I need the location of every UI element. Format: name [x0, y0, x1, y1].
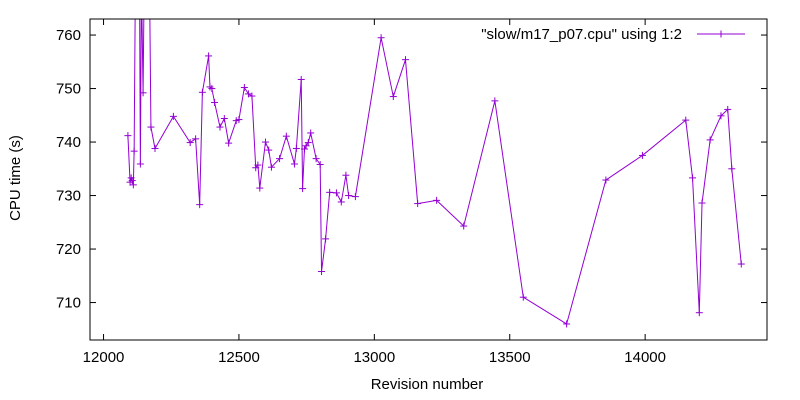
y-tick-label: 720 — [56, 241, 81, 258]
data-point — [638, 151, 646, 159]
data-point — [290, 160, 298, 168]
data-point — [717, 112, 725, 120]
data-point — [297, 75, 305, 83]
plot-border — [89, 18, 768, 341]
x-axis-label: Revision number — [371, 376, 484, 393]
data-point — [244, 90, 252, 98]
data-point — [563, 320, 571, 328]
data-point — [292, 144, 300, 152]
data-point — [332, 189, 340, 197]
data-point — [724, 105, 732, 113]
y-tick-label: 740 — [56, 134, 81, 151]
data-point — [304, 139, 312, 147]
data-point — [216, 123, 224, 131]
data-point — [414, 200, 422, 208]
data-point — [128, 177, 136, 185]
x-tick-label: 14000 — [624, 349, 666, 366]
data-point — [322, 235, 330, 243]
data-point — [220, 115, 228, 123]
data-point — [124, 132, 132, 140]
data-point — [689, 174, 697, 182]
data-point — [267, 163, 275, 171]
y-tick-label: 750 — [56, 81, 81, 98]
x-tick-label: 13000 — [353, 349, 395, 366]
legend: "slow/m17_p07.cpu" using 1:2 — [481, 26, 745, 43]
data-point — [282, 132, 290, 140]
data-point — [198, 88, 206, 96]
data-point — [225, 139, 233, 147]
data-point — [377, 34, 385, 42]
data-point — [695, 309, 703, 317]
data-point — [261, 138, 269, 146]
legend-marker — [717, 30, 725, 38]
data-point — [205, 52, 213, 60]
data-point — [491, 97, 499, 105]
data-point — [151, 144, 159, 152]
data-point — [192, 135, 200, 143]
data-point — [682, 116, 690, 124]
y-tick-label: 730 — [56, 188, 81, 205]
data-point — [326, 188, 334, 196]
tick-layer: 12000 12500 13000 13500 14000 710 720 730 740 750… — [56, 19, 767, 366]
series-line — [127, 19, 742, 325]
data-point — [136, 160, 144, 168]
data-point — [248, 92, 256, 100]
data-point — [265, 146, 273, 154]
data-point — [312, 155, 320, 163]
data-point — [342, 171, 350, 179]
data-point — [519, 293, 527, 301]
data-point — [698, 199, 706, 207]
data-point — [299, 185, 307, 193]
data-point — [602, 176, 610, 184]
data-point — [186, 139, 194, 147]
x-tick-label: 12500 — [218, 349, 260, 366]
data-point — [706, 136, 714, 144]
data-point — [300, 145, 308, 153]
data-point — [235, 116, 243, 124]
data-point — [129, 181, 137, 189]
data-point — [276, 155, 284, 163]
data-point — [256, 184, 264, 192]
legend-label: "slow/m17_p07.cpu" using 1:2 — [481, 26, 682, 43]
data-point — [318, 268, 326, 276]
y-axis-label: CPU time (s) — [7, 135, 24, 221]
data-point — [337, 198, 345, 206]
data-point — [139, 89, 147, 97]
data-point — [130, 147, 138, 155]
data-point — [433, 196, 441, 204]
x-tick-label: 13500 — [489, 349, 531, 366]
data-point — [401, 56, 409, 64]
data-point — [389, 93, 397, 101]
data-point — [240, 83, 248, 91]
data-point — [254, 161, 262, 169]
data-point — [208, 85, 216, 93]
data-point — [345, 192, 353, 200]
data-point — [147, 123, 155, 131]
y-tick-label: 760 — [56, 27, 81, 44]
data-point — [316, 161, 324, 169]
data-point — [211, 98, 219, 106]
data-point — [728, 165, 736, 173]
x-tick-label: 12000 — [83, 349, 125, 366]
data-point — [737, 260, 745, 268]
data-point — [307, 129, 315, 137]
data-point — [169, 112, 177, 120]
data-point — [196, 201, 204, 209]
y-tick-label: 710 — [56, 295, 81, 312]
series-layer — [124, 19, 745, 328]
data-point — [460, 222, 468, 230]
data-point — [351, 193, 359, 201]
